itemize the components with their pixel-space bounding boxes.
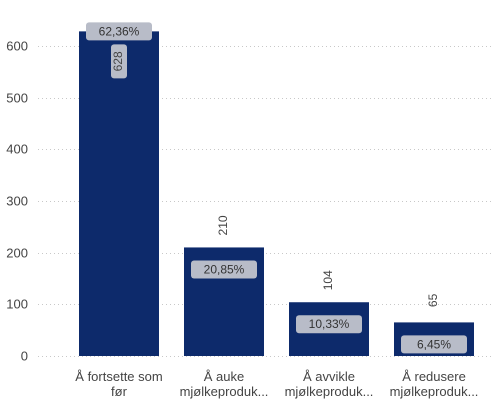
value-label-3: 65 [426, 293, 440, 307]
y-tick-label: 300 [6, 194, 28, 209]
category-label-3: Å redusere mjølkeproduk... [390, 369, 479, 399]
percent-badge-3 [401, 335, 467, 354]
x-axis: Å fortsette som før Å auke mjølkeproduk... Å… [75, 369, 478, 399]
bar-0 [79, 31, 159, 356]
y-tick-label: 400 [6, 142, 28, 157]
value-badge-0 [111, 44, 127, 79]
category-label-2: Å avvikle mjølkeproduk... [285, 369, 374, 399]
y-tick-label: 500 [6, 91, 28, 106]
data-labels: 62,36% 628 20,85% 210 10,33% 104 6,45% 65 [86, 22, 467, 354]
value-label-0: 628 [111, 51, 125, 71]
percent-badge-1 [191, 260, 257, 279]
y-tick-label: 600 [6, 39, 28, 54]
percent-label-2: 10,33% [309, 317, 350, 331]
y-tick-label: 0 [21, 349, 28, 364]
bars [79, 31, 474, 356]
percent-label-1: 20,85% [204, 262, 245, 276]
y-tick-label: 200 [6, 246, 28, 261]
category-label-0: Å fortsette som før [75, 369, 162, 399]
category-label-1: Å auke mjølkeproduk... [180, 369, 269, 399]
percent-label-0: 62,36% [99, 24, 140, 38]
value-label-1: 210 [216, 215, 230, 235]
y-axis: 0 100 200 300 400 500 600 [6, 39, 28, 364]
percent-badge-2 [296, 315, 362, 334]
percent-label-3: 6,45% [417, 337, 451, 351]
value-label-2: 104 [321, 270, 335, 290]
y-tick-label: 100 [6, 297, 28, 312]
percent-badge-0 [86, 22, 152, 41]
